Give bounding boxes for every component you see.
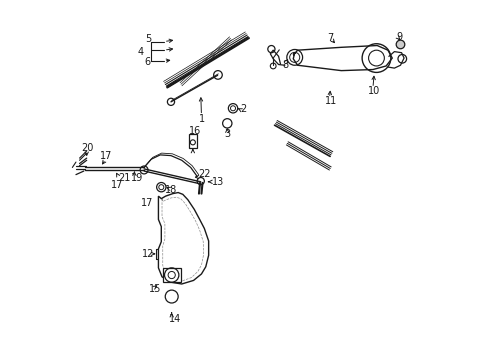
Text: 15: 15 <box>149 284 161 294</box>
Text: 17: 17 <box>111 180 123 190</box>
Text: 11: 11 <box>324 96 336 106</box>
Text: 14: 14 <box>168 314 181 324</box>
Text: 12: 12 <box>142 249 154 259</box>
FancyBboxPatch shape <box>188 134 196 148</box>
Text: 9: 9 <box>396 32 402 42</box>
Text: 16: 16 <box>188 126 201 135</box>
Text: 20: 20 <box>81 143 94 153</box>
Text: 13: 13 <box>212 177 224 187</box>
Text: 5: 5 <box>144 34 151 44</box>
Text: 18: 18 <box>164 185 177 195</box>
Text: 17: 17 <box>100 151 112 161</box>
Text: 2: 2 <box>240 104 246 114</box>
Text: 17: 17 <box>141 198 153 208</box>
Text: 4: 4 <box>138 46 144 57</box>
Polygon shape <box>158 193 208 284</box>
Text: 8: 8 <box>282 60 288 70</box>
Text: 10: 10 <box>367 86 379 96</box>
Text: 22: 22 <box>198 168 210 179</box>
Polygon shape <box>293 45 391 71</box>
Polygon shape <box>163 268 180 282</box>
Text: 7: 7 <box>326 33 332 42</box>
Text: 6: 6 <box>144 57 151 67</box>
Circle shape <box>395 40 404 49</box>
Text: 3: 3 <box>224 129 230 139</box>
Text: 1: 1 <box>198 114 204 124</box>
Text: 21: 21 <box>118 173 130 183</box>
Text: 19: 19 <box>131 173 143 183</box>
